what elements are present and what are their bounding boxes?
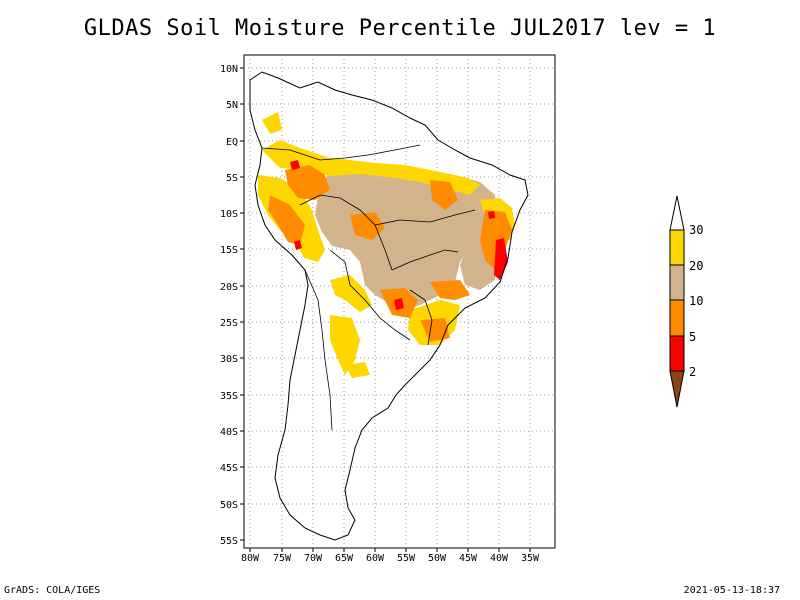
lat-label: EQ: [226, 137, 238, 148]
legend-top-triangle: [669, 195, 685, 231]
red-region-ne: [488, 211, 495, 219]
lon-label: 35W: [521, 553, 540, 564]
lat-label: 10N: [220, 64, 238, 75]
lat-label: 20S: [220, 282, 238, 293]
legend-bottom-triangle: [669, 370, 685, 408]
lon-label: 60W: [366, 553, 385, 564]
lat-label: 40S: [220, 427, 238, 438]
footer-timestamp: 2021-05-13-18:37: [683, 585, 780, 596]
footer-credit: GrADS: COLA/IGES: [4, 585, 101, 596]
red-region-amazon: [290, 160, 300, 170]
lon-label: 75W: [273, 553, 292, 564]
legend-swatch-tan: [669, 264, 685, 301]
shaded-percentile-areas: [258, 112, 515, 378]
map-title: GLDAS Soil Moisture Percentile JUL2017 l…: [83, 16, 717, 41]
yellow-region-pampas: [345, 362, 370, 378]
yellow-region-sw: [330, 315, 360, 375]
legend-swatch-yellow: [669, 229, 685, 266]
yellow-region-colombia: [262, 112, 282, 134]
latitude-labels: 10N 5N EQ 5S 10S 15S 20S 25S 30S 35S 40S…: [220, 64, 238, 547]
coastline: [249, 71, 529, 541]
map-frame: [243, 54, 556, 549]
orange-region-se: [420, 318, 450, 342]
lat-label: 35S: [220, 391, 238, 402]
orange-region-west: [268, 195, 305, 245]
lon-label: 70W: [304, 553, 323, 564]
orange-region-ne: [430, 180, 458, 210]
orange-region-central: [350, 212, 385, 240]
lat-label: 30S: [220, 354, 238, 365]
legend-swatch-red: [669, 335, 685, 372]
country-borders: [261, 144, 476, 431]
lon-ticks: [249, 548, 531, 552]
lat-label: 55S: [220, 536, 238, 547]
lat-label: 15S: [220, 245, 238, 256]
yellow-region-south: [330, 275, 372, 312]
longitude-labels: 80W 75W 70W 65W 60W 55W 50W 45W 40W 35W: [241, 553, 540, 564]
lat-label: 25S: [220, 318, 238, 329]
lat-label: 50S: [220, 500, 238, 511]
lat-label: 45S: [220, 463, 238, 474]
color-legend: 30 20 10 5 2: [669, 195, 703, 408]
red-region-south: [394, 298, 404, 310]
lon-label: 65W: [335, 553, 354, 564]
legend-label: 2: [689, 365, 696, 379]
lon-label: 45W: [459, 553, 478, 564]
lat-label: 5N: [226, 100, 238, 111]
legend-swatch-orange: [669, 299, 685, 337]
orange-region-coast: [430, 280, 470, 300]
lat-label: 5S: [226, 173, 238, 184]
lat-ticks: [240, 67, 244, 541]
lon-label: 40W: [490, 553, 509, 564]
yellow-region-north: [262, 140, 480, 195]
lat-label: 10S: [220, 209, 238, 220]
legend-label: 5: [689, 330, 696, 344]
red-region-peru: [294, 240, 302, 250]
orange-region-amazon: [285, 165, 330, 200]
legend-label: 20: [689, 259, 703, 273]
lon-label: 80W: [241, 553, 260, 564]
legend-label: 30: [689, 223, 703, 237]
legend-label: 10: [689, 294, 703, 308]
lon-label: 50W: [428, 553, 447, 564]
lon-label: 55W: [397, 553, 416, 564]
